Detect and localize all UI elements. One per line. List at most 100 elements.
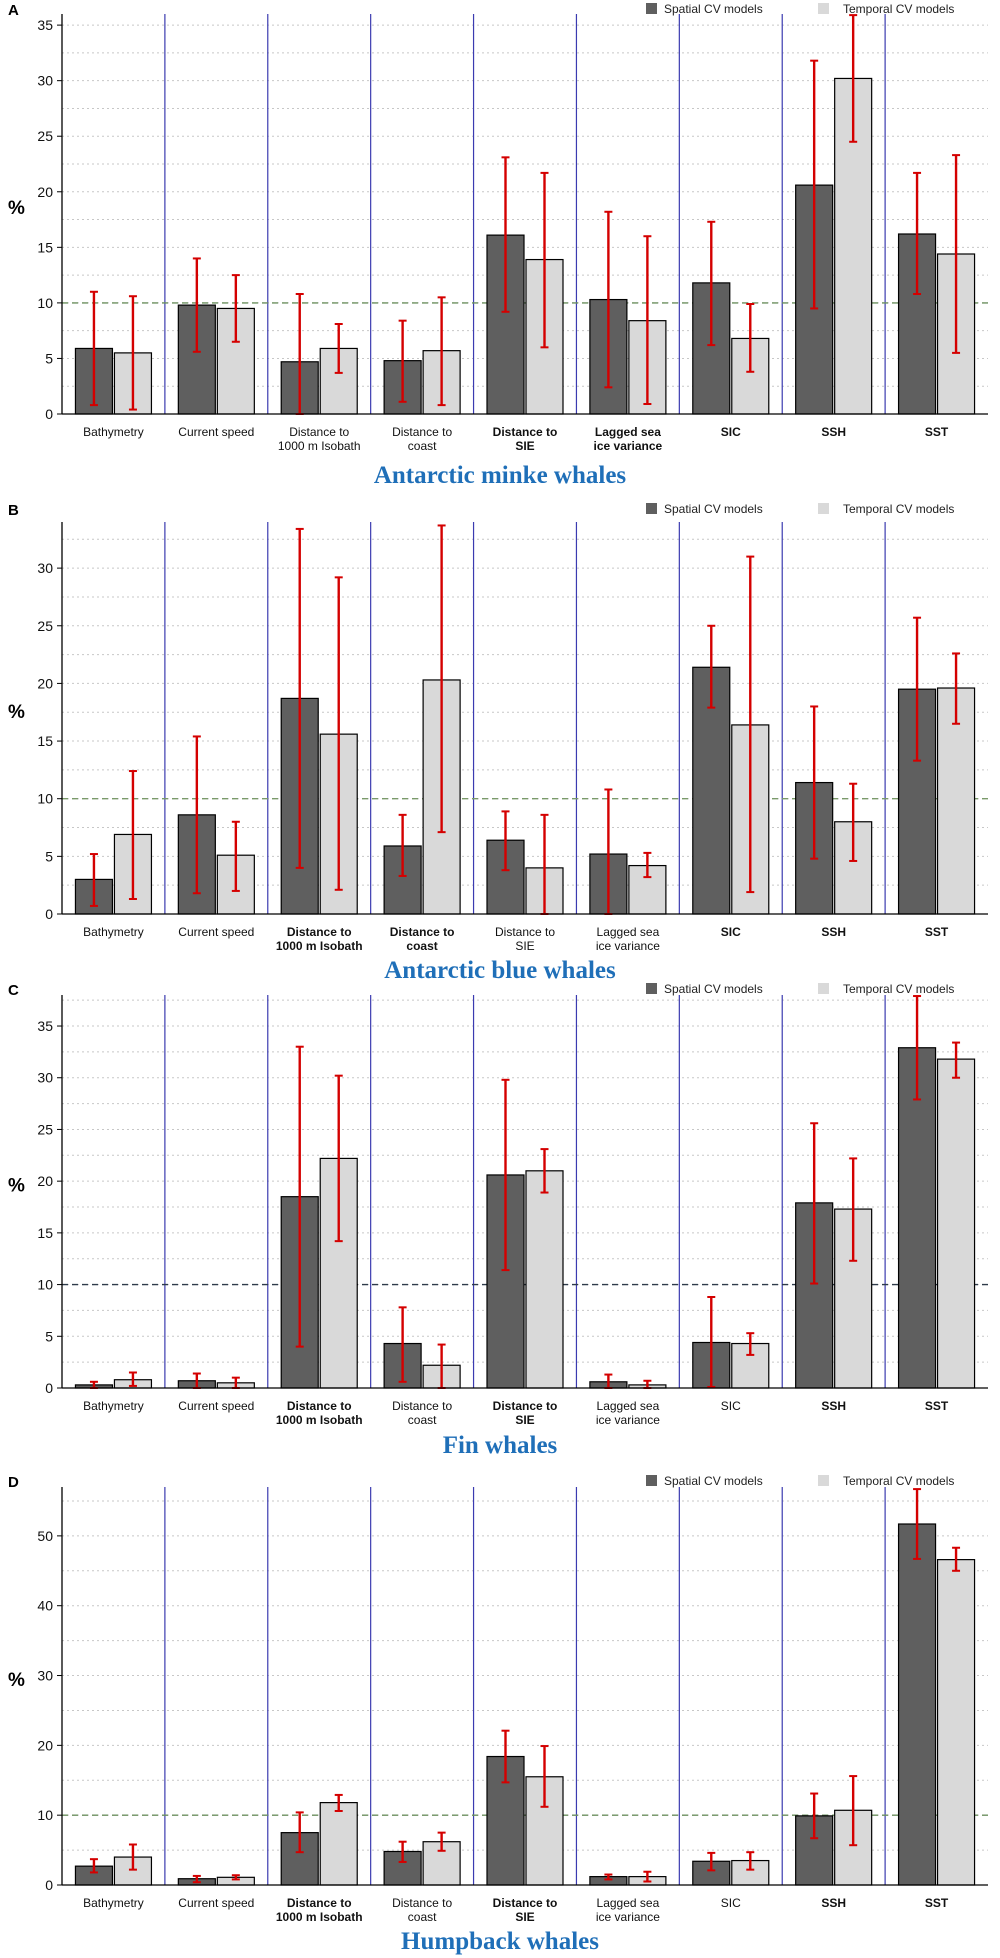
x-tick-label-line: ice variance (594, 439, 663, 453)
x-tick-label-line: Distance to (287, 925, 352, 939)
x-tick-label: Bathymetry (83, 1896, 144, 1910)
panel-letter: D (8, 1474, 19, 1491)
x-tick-label: Distance to coast (390, 925, 455, 953)
x-tick-label-line: Lagged sea (597, 1896, 660, 1910)
x-tick-label: Distance to SIE (493, 1399, 558, 1427)
y-tick-label: 30 (37, 1668, 53, 1684)
x-tick-label-line: SIE (515, 1413, 534, 1427)
y-tick-label: 15 (37, 733, 53, 749)
y-tick-label: 25 (37, 128, 53, 144)
x-tick-label-line: Bathymetry (83, 925, 144, 939)
y-tick-label: 30 (37, 1070, 53, 1086)
x-tick-label-line: ice variance (596, 1413, 660, 1427)
legend-label-spatial: Spatial CV models (664, 982, 763, 996)
x-tick-label-line: Bathymetry (83, 1896, 144, 1910)
y-tick-label: 5 (45, 1328, 53, 1344)
x-tick-label-line: Bathymetry (83, 1399, 144, 1413)
x-tick-label: SIC (721, 1399, 741, 1413)
x-tick-label-line: SIE (515, 939, 534, 953)
x-tick-label-line: coast (408, 439, 437, 453)
x-tick-label-line: Lagged sea (597, 1399, 660, 1413)
y-tick-label: 0 (45, 1380, 53, 1396)
x-tick-label-line: SIC (721, 425, 741, 439)
bar-spatial (897, 1523, 937, 1886)
x-tick-label: Bathymetry (83, 1399, 144, 1413)
y-tick-label: 5 (45, 350, 53, 366)
x-tick-label: Lagged sea ice variance (596, 1896, 660, 1924)
legend-label-temporal: Temporal CV models (843, 2, 954, 16)
y-tick-label: 20 (37, 675, 53, 691)
y-tick-label: 25 (37, 618, 53, 634)
x-tick-label-line: Current speed (178, 1399, 254, 1413)
y-axis-label: % (8, 1670, 25, 1691)
x-tick-label: SST (925, 1896, 949, 1910)
x-tick-label: SSH (821, 425, 846, 439)
x-tick-label-line: SIC (721, 1399, 741, 1413)
y-tick-label: 0 (45, 1877, 53, 1893)
legend-swatch-temporal (818, 503, 829, 514)
x-tick-label: Lagged sea ice variance (596, 925, 660, 953)
y-tick-label: 35 (37, 1018, 53, 1034)
panel-d: D Spatial CV models Temporal CV models 0 10 2… (8, 1474, 988, 1955)
panel-title: Humpback whales (401, 1928, 599, 1955)
x-tick-label: SSH (821, 1399, 846, 1413)
x-tick-label-line: Distance to (392, 425, 452, 439)
bar-temporal (319, 1802, 358, 1886)
legend-swatch-spatial (646, 503, 657, 514)
legend-label-spatial: Spatial CV models (664, 1474, 763, 1488)
x-tick-label-line: Current speed (178, 925, 254, 939)
x-tick-label: SST (925, 925, 949, 939)
panel-title: Antarctic blue whales (384, 957, 616, 984)
x-tick-label: Distance to SIE (495, 925, 555, 953)
bar-temporal (936, 1559, 976, 1886)
x-tick-label-line: Bathymetry (83, 425, 144, 439)
x-tick-label: Current speed (178, 1399, 254, 1413)
legend: Spatial CV models Temporal CV models (646, 502, 954, 516)
x-tick-label: Distance to SIE (493, 425, 558, 453)
x-tick-label-line: SIE (515, 1910, 534, 1924)
legend-label-temporal: Temporal CV models (843, 1474, 954, 1488)
y-tick-label: 10 (37, 1807, 53, 1823)
x-tick-label: Distance to 1000 m Isobath (276, 1896, 363, 1924)
x-tick-label-line: SIE (515, 439, 534, 453)
bar-spatial (383, 845, 422, 915)
x-tick-label-line: 1000 m Isobath (276, 1413, 363, 1427)
x-tick-label-line: SST (925, 1399, 949, 1413)
panel-letter: C (8, 982, 19, 999)
y-tick-label: 30 (37, 73, 53, 89)
y-tick-label: 15 (37, 1225, 53, 1241)
y-tick-label: 20 (37, 1737, 53, 1753)
bar-temporal (936, 1058, 976, 1389)
y-tick-label: 10 (37, 1277, 53, 1293)
y-tick-label: 5 (45, 848, 53, 864)
y-tick-label: 0 (45, 406, 53, 422)
x-tick-label-line: SIC (721, 1896, 741, 1910)
x-tick-label-line: Distance to (493, 1399, 558, 1413)
panel-letter: A (8, 2, 19, 19)
x-tick-label-line: 1000 m Isobath (276, 1910, 363, 1924)
legend-swatch-temporal (818, 1475, 829, 1486)
y-tick-label: 0 (45, 906, 53, 922)
y-tick-label: 35 (37, 17, 53, 33)
x-tick-label-line: Current speed (178, 1896, 254, 1910)
x-tick-label-line: coast (408, 1413, 437, 1427)
x-tick-label-line: SSH (821, 425, 846, 439)
x-tick-label: SSH (821, 925, 846, 939)
x-tick-label-line: Current speed (178, 425, 254, 439)
y-tick-label: 15 (37, 239, 53, 255)
x-tick-label: Distance to SIE (493, 1896, 558, 1924)
panel-a: A Spatial CV models Temporal CV models 0 5 10… (8, 2, 988, 489)
legend-swatch-temporal (818, 983, 829, 994)
x-tick-label-line: Distance to (493, 1896, 558, 1910)
x-tick-label: SSH (821, 1896, 846, 1910)
legend: Spatial CV models Temporal CV models (646, 982, 954, 996)
x-tick-label: Bathymetry (83, 925, 144, 939)
legend-label-spatial: Spatial CV models (664, 2, 763, 16)
x-tick-label-line: Distance to (289, 425, 349, 439)
y-tick-label: 20 (37, 184, 53, 200)
x-tick-label: Lagged sea ice variance (596, 1399, 660, 1427)
x-tick-label-line: SSH (821, 925, 846, 939)
y-tick-label: 40 (37, 1598, 53, 1614)
x-tick-label: SIC (721, 425, 741, 439)
